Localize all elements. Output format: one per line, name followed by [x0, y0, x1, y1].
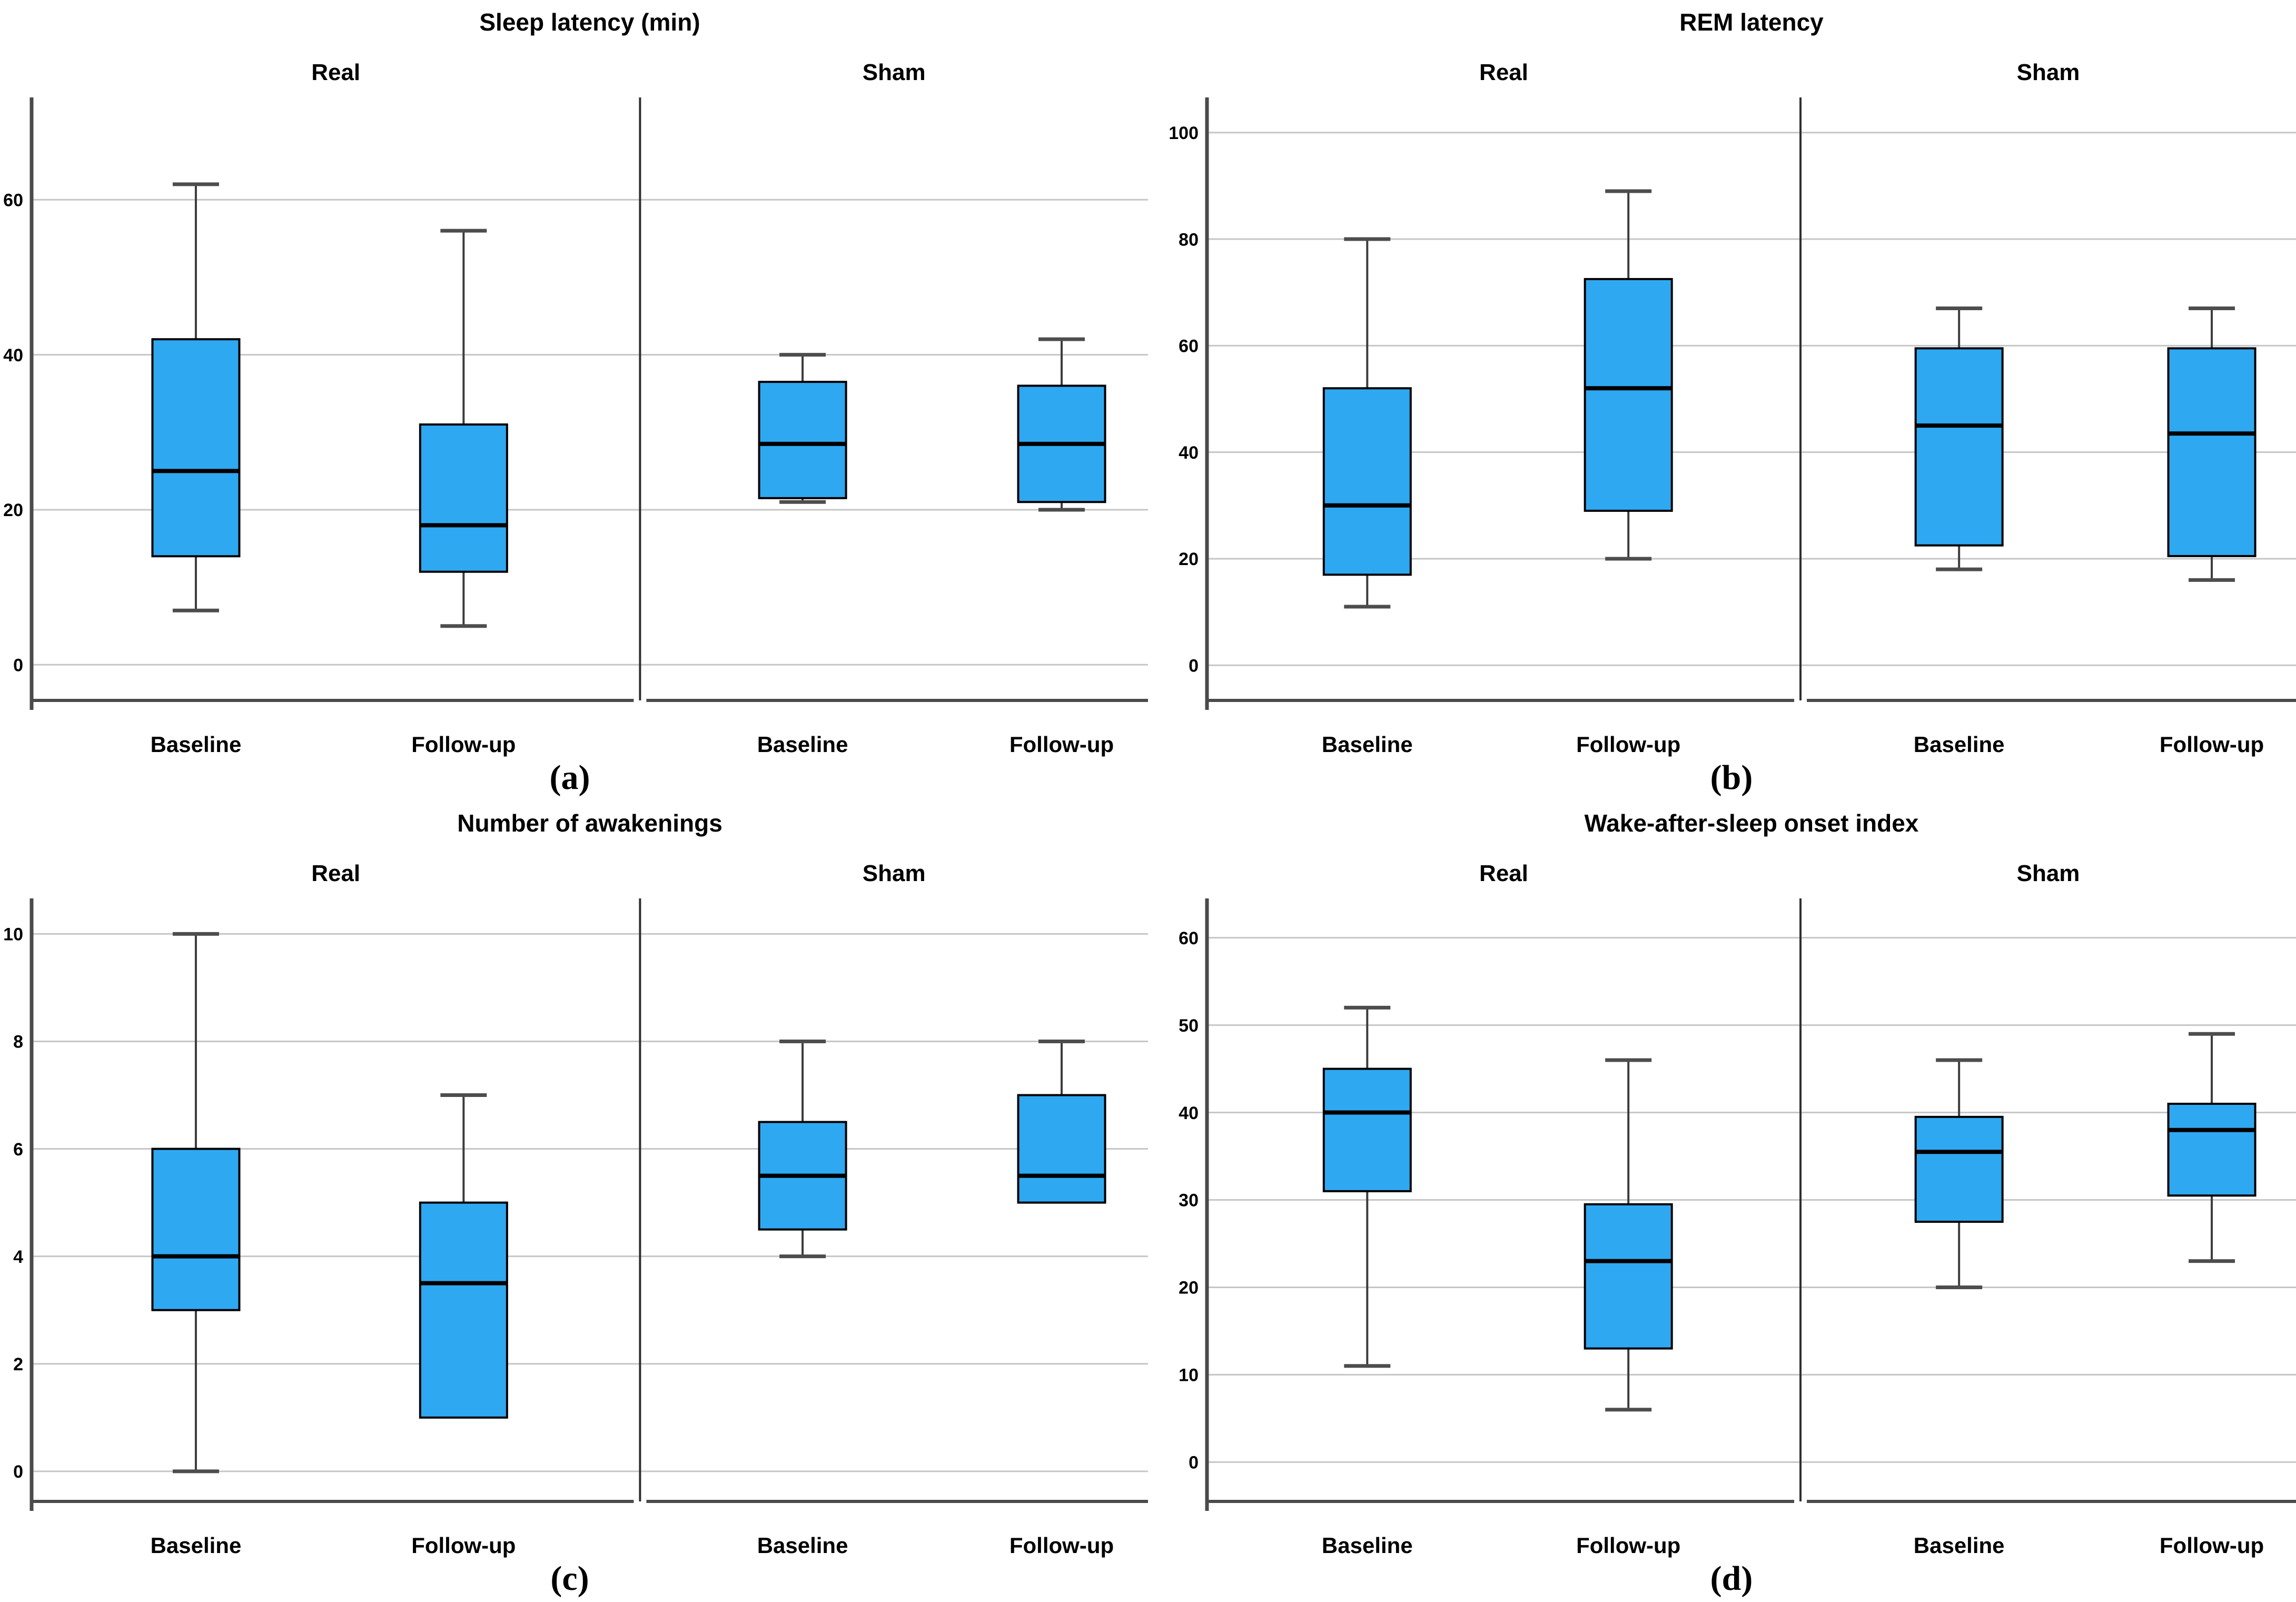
- y-tick-label: 40: [1179, 443, 1199, 463]
- y-tick-label: 80: [1179, 230, 1199, 250]
- y-tick-label: 0: [13, 656, 23, 676]
- category-label: Follow-up: [411, 1533, 516, 1558]
- boxplot-sham-baseline: [1914, 1058, 2004, 1289]
- chart-title: REM latency: [1679, 8, 1824, 36]
- y-tick-label: 0: [1189, 656, 1199, 676]
- box-rect: [1322, 1067, 1412, 1192]
- y-tick-label: 10: [3, 925, 23, 945]
- group-header-real: Real: [311, 60, 360, 85]
- category-label: Baseline: [1914, 1533, 2005, 1558]
- boxplot-real-follow-up: [419, 229, 508, 628]
- boxplot-real-follow-up: [419, 1093, 508, 1419]
- chart-title: Number of awakenings: [457, 809, 723, 837]
- panel-b: REM latency Real Sham 0 20 40 60 80 100 Baseline F…: [1169, 8, 2296, 797]
- boxplot-real-baseline: [1322, 237, 1412, 609]
- category-label: Baseline: [757, 1533, 848, 1558]
- chart-title: Wake-after-sleep onset index: [1585, 809, 1919, 837]
- category-label: Follow-up: [2160, 1533, 2264, 1558]
- y-tick-label: 40: [3, 345, 23, 365]
- group-header-sham: Sham: [863, 861, 926, 886]
- boxplot-sham-follow-up: [1017, 337, 1106, 512]
- boxplot-sham-follow-up: [2167, 1032, 2257, 1263]
- y-tick-label: 60: [1179, 337, 1199, 357]
- category-label: Baseline: [757, 732, 848, 757]
- y-tick-label: 8: [13, 1032, 23, 1052]
- y-tick-label: 0: [1189, 1453, 1199, 1473]
- box-rect: [1584, 1203, 1673, 1350]
- boxplot-real-follow-up: [1584, 1058, 1673, 1412]
- y-tick-label: 60: [3, 191, 23, 211]
- boxplot-real-follow-up: [1584, 189, 1673, 561]
- y-tick-label: 2: [13, 1354, 23, 1374]
- category-label: Follow-up: [1010, 732, 1114, 757]
- category-label: Baseline: [1322, 732, 1413, 757]
- box-rect: [1017, 1094, 1106, 1204]
- box-rect: [419, 1201, 508, 1419]
- box-rect: [758, 381, 847, 499]
- group-header-sham: Sham: [863, 60, 926, 85]
- box-rect: [2167, 1102, 2257, 1197]
- boxplot-real-baseline: [151, 932, 241, 1474]
- box-rect: [151, 1148, 241, 1311]
- panel-d: Wake-after-sleep onset index Real Sham 0 10 2…: [1179, 809, 2296, 1598]
- category-label: Follow-up: [1576, 732, 1680, 757]
- boxplot-sham-follow-up: [1017, 1039, 1106, 1204]
- y-tick-label: 4: [13, 1247, 23, 1267]
- box-rect: [419, 423, 508, 573]
- y-tick-label: 6: [13, 1140, 23, 1160]
- category-label: Baseline: [1322, 1533, 1413, 1558]
- y-tick-label: 10: [1179, 1366, 1199, 1386]
- y-tick-label: 20: [1179, 549, 1199, 569]
- category-label: Follow-up: [1576, 1533, 1680, 1558]
- boxplot-real-baseline: [151, 182, 241, 612]
- category-label: Baseline: [151, 732, 242, 757]
- y-tick-label: 20: [1179, 1278, 1199, 1298]
- boxplot-sham-baseline: [758, 353, 847, 504]
- box-rect: [151, 338, 241, 558]
- y-tick-label: 50: [1179, 1016, 1199, 1036]
- group-header-sham: Sham: [2017, 60, 2080, 85]
- category-label: Baseline: [151, 1533, 242, 1558]
- group-header-real: Real: [1479, 60, 1528, 85]
- y-tick-label: 0: [13, 1462, 23, 1482]
- group-header-sham: Sham: [2017, 861, 2080, 886]
- boxplot-sham-baseline: [758, 1039, 847, 1259]
- y-tick-label: 40: [1179, 1103, 1199, 1123]
- y-tick-label: 60: [1179, 928, 1199, 948]
- category-label: Follow-up: [2160, 732, 2264, 757]
- box-rect: [1322, 387, 1412, 576]
- boxplot-sham-follow-up: [2167, 306, 2257, 582]
- box-rect: [1914, 347, 2004, 547]
- panel-letter: (d): [1710, 1559, 1753, 1598]
- box-rect: [2167, 347, 2257, 557]
- chart-title: Sleep latency (min): [479, 8, 700, 36]
- y-tick-label: 20: [3, 500, 23, 520]
- panel-letter: (c): [550, 1559, 589, 1598]
- boxplot-sham-baseline: [1914, 306, 2004, 571]
- panel-a: Sleep latency (min) Real Sham 0 20 40 60 Baseli…: [3, 8, 1148, 797]
- category-label: Follow-up: [411, 732, 516, 757]
- panel-c: Number of awakenings Real Sham 0 2 4 6 8 10 Basel…: [3, 809, 1148, 1598]
- category-label: Baseline: [1914, 732, 2005, 757]
- y-tick-label: 100: [1169, 123, 1199, 143]
- category-label: Follow-up: [1010, 1533, 1114, 1558]
- panel-letter: (a): [550, 758, 590, 797]
- box-rect: [1914, 1115, 2004, 1223]
- boxplot-real-baseline: [1322, 1005, 1412, 1368]
- group-header-real: Real: [311, 861, 360, 886]
- panel-letter: (b): [1710, 758, 1753, 797]
- box-rect: [1584, 278, 1673, 512]
- y-tick-label: 30: [1179, 1191, 1199, 1211]
- group-header-real: Real: [1479, 861, 1528, 886]
